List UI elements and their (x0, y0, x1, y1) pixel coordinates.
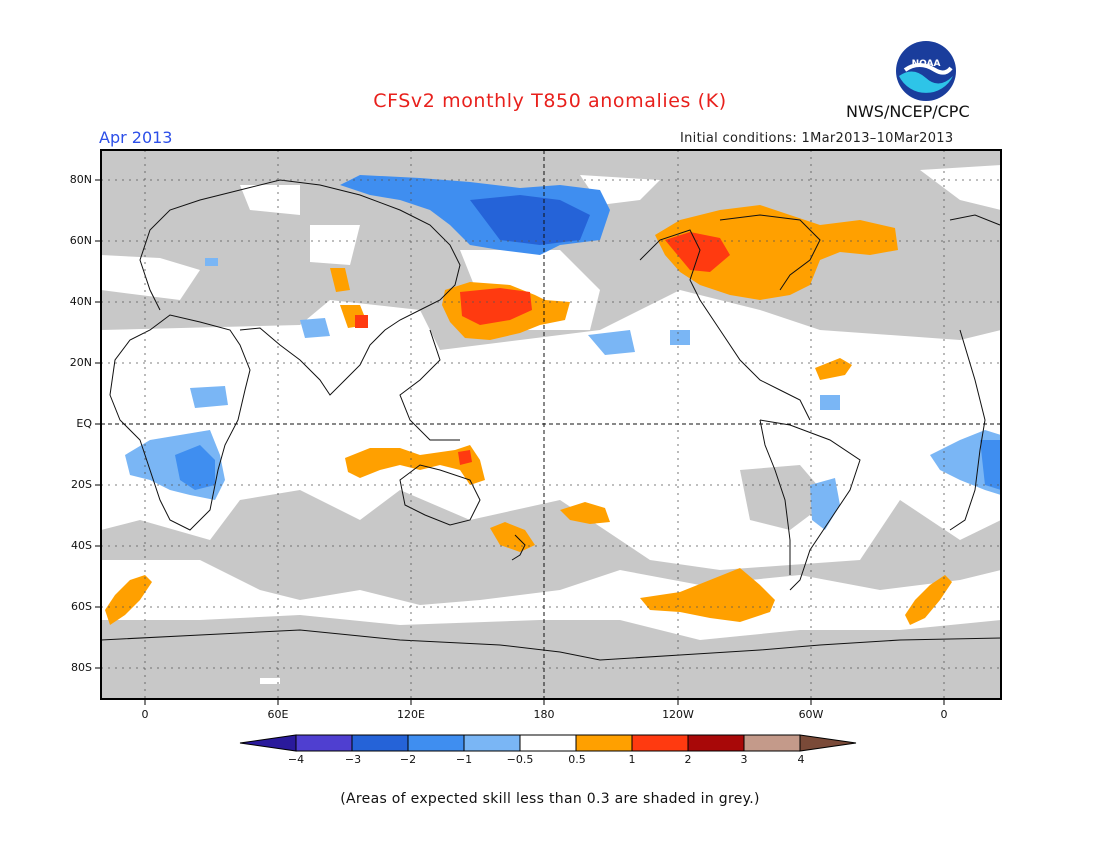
colorbar-label: −3 (344, 753, 362, 766)
colorbar-label: 4 (797, 753, 805, 766)
map-field (101, 150, 1001, 699)
colorbar-label: −2 (399, 753, 417, 766)
colorbar-label: 2 (684, 753, 692, 766)
colorbar-label: 0.5 (568, 753, 586, 766)
colorbar-swatch (407, 734, 465, 752)
colorbar-swatch (743, 734, 801, 752)
colorbar-label: −0.5 (506, 753, 534, 766)
lat-lon-grid (101, 150, 1001, 699)
lat-label: 40N (69, 295, 92, 308)
lon-label: 120E (397, 708, 425, 721)
colorbar-swatch (295, 734, 353, 752)
lat-label: 20N (69, 356, 92, 369)
colorbar-label: 1 (628, 753, 636, 766)
skill-regions (101, 165, 1001, 684)
skill-footnote: (Areas of expected skill less than 0.3 a… (340, 791, 760, 807)
lat-label: 20S (71, 478, 92, 491)
initial-conditions: Initial conditions: 1Mar2013–10Mar2013 (680, 131, 954, 146)
lat-label: EQ (76, 417, 92, 430)
logo-text: NOAA (912, 59, 941, 69)
colorbar-swatch (463, 734, 521, 752)
lon-label: 120W (662, 708, 694, 721)
colorbar-label: −4 (287, 753, 305, 766)
positive-anomalies (105, 205, 952, 625)
lon-label: 180 (533, 708, 555, 721)
colorbar-swatch (575, 734, 633, 752)
lat-label: 80S (71, 661, 92, 674)
colorbar-swatch (799, 734, 857, 752)
colorbar-swatch (351, 734, 409, 752)
lat-label: 80N (69, 173, 92, 186)
colorbar-swatch (687, 734, 745, 752)
lat-label: 60S (71, 600, 92, 613)
colorbar-label: 3 (740, 753, 748, 766)
colorbar-swatch (519, 734, 577, 752)
negative-anomalies (125, 175, 1001, 530)
colorbar-swatch (631, 734, 689, 752)
lon-label: 0 (141, 708, 149, 721)
noaa-logo: NOAA (896, 41, 956, 101)
lon-label: 0 (940, 708, 948, 721)
forecast-month: Apr 2013 (99, 128, 173, 147)
colorbar-swatch (239, 734, 297, 752)
axis-ticks (95, 179, 945, 705)
lon-label: 60W (798, 708, 824, 721)
agency-label: NWS/NCEP/CPC (846, 102, 970, 121)
lat-label: 60N (69, 234, 92, 247)
lat-label: 40S (71, 539, 92, 552)
lon-label: 60E (267, 708, 289, 721)
chart-title: CFSv2 monthly T850 anomalies (K) (373, 90, 727, 112)
colorbar-label: −1 (455, 753, 473, 766)
coastlines (101, 179, 1001, 661)
